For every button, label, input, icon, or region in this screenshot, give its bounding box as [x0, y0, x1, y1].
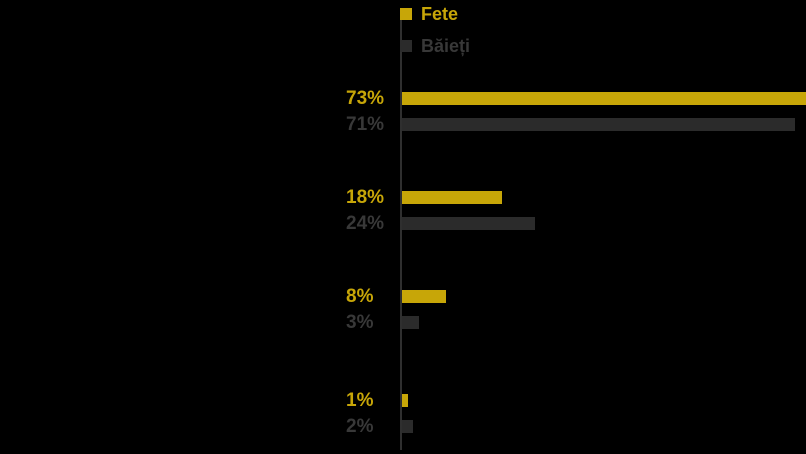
value-label-baieti-group-3: 3% — [346, 312, 374, 333]
bar-baieti-group-2 — [402, 217, 535, 230]
legend-swatch-baieti — [400, 40, 412, 52]
value-label-fete-group-2: 18% — [346, 187, 385, 208]
legend-item-fete: Fete — [400, 4, 458, 24]
legend-label-fete: Fete — [421, 4, 459, 24]
value-label-baieti-group-2: 24% — [346, 213, 385, 234]
bar-baieti-group-4 — [402, 420, 413, 433]
value-label-fete-group-3: 8% — [346, 286, 374, 307]
bar-fete-group-3 — [402, 290, 446, 303]
bar-baieti-group-3 — [402, 316, 419, 329]
bar-fete-group-4 — [402, 394, 408, 407]
axis-line — [400, 13, 402, 450]
value-label-fete-group-1: 73% — [346, 88, 385, 109]
legend-swatch-fete — [400, 8, 412, 20]
value-label-baieti-group-1: 71% — [346, 114, 385, 135]
bar-fete-group-1 — [402, 92, 806, 105]
value-label-fete-group-4: 1% — [346, 390, 374, 411]
legend-item-baieti: Băieți — [400, 36, 470, 56]
value-label-baieti-group-4: 2% — [346, 416, 374, 437]
legend-label-baieti: Băieți — [421, 36, 471, 56]
bar-baieti-group-1 — [402, 118, 795, 131]
bar-fete-group-2 — [402, 191, 502, 204]
